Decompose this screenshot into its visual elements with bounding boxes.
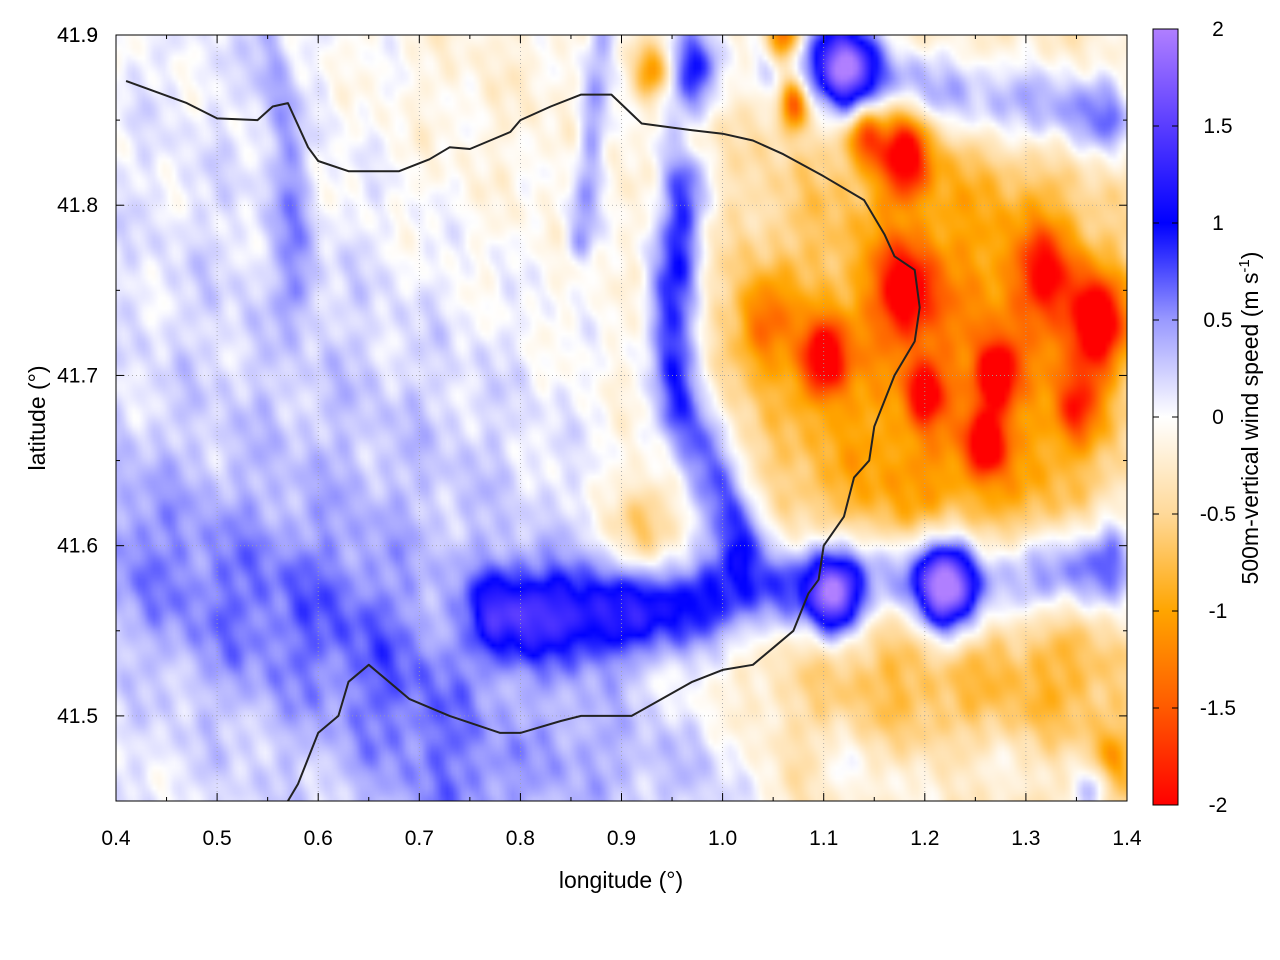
colorbar-tick-label: -1 xyxy=(1209,600,1228,623)
colorbar-title-close: ) xyxy=(1237,252,1263,260)
colorbar-tick-label: -0.5 xyxy=(1200,503,1236,526)
y-tick-label: 41.6 xyxy=(57,535,98,558)
colorbar-tick-label: 0 xyxy=(1212,406,1224,429)
colorbar: 2 1.5 1 0.5 0 -0.5 -1 -1.5 -2 500m-vertical wind… xyxy=(1152,18,1263,817)
x-tick-label: 0.7 xyxy=(405,827,434,850)
contour-line xyxy=(125,80,921,801)
x-tick-label: 1.3 xyxy=(1011,827,1040,850)
y-axis-title: latitude (°) xyxy=(24,365,50,470)
colorbar-ticks: 2 1.5 1 0.5 0 -0.5 -1 -1.5 -2 xyxy=(1153,18,1236,817)
x-tick-labels: 0.4 0.5 0.6 0.7 0.8 0.9 1.0 1.1 1.2 1.3 1.4 xyxy=(101,827,1142,850)
y-tick-label: 41.9 xyxy=(57,24,98,47)
y-tick-label: 41.7 xyxy=(57,364,98,387)
y-tick-label: 41.9 xyxy=(57,24,98,47)
colorbar-title-main: 500m-vertical wind speed (m s xyxy=(1237,273,1263,585)
colorbar-tick-label: 0.5 xyxy=(1203,309,1232,332)
y-tick-labels: 41.541.641.741.841.941.9 xyxy=(57,24,98,728)
colorbar-title: 500m-vertical wind speed (m s-1) xyxy=(1236,252,1263,585)
x-tick-label: 0.4 xyxy=(101,827,131,850)
heatmap-raster xyxy=(116,35,1127,801)
colorbar-tick-label: -1.5 xyxy=(1200,697,1236,720)
colorbar-tick-label: 2 xyxy=(1212,18,1224,41)
x-tick-label: 1.2 xyxy=(910,827,939,850)
x-axis-title: longitude (°) xyxy=(559,867,683,893)
x-tick-label: 0.9 xyxy=(607,827,636,850)
x-tick-label: 1.0 xyxy=(708,827,737,850)
colorbar-tick-label: 1 xyxy=(1212,212,1224,235)
y-tick-label: 41.5 xyxy=(57,705,98,728)
axis-ticks xyxy=(115,34,1128,801)
x-tick-label: 0.6 xyxy=(304,827,333,850)
grid-lines xyxy=(116,35,1127,801)
x-tick-label: 0.8 xyxy=(506,827,535,850)
x-tick-label: 1.1 xyxy=(809,827,838,850)
x-tick-label: 1.4 xyxy=(1112,827,1142,850)
colorbar-tick-label: 1.5 xyxy=(1203,115,1232,138)
x-tick-label: 0.5 xyxy=(202,827,231,850)
terrain-contours xyxy=(125,80,921,801)
colorbar-tick-label: -2 xyxy=(1209,794,1228,817)
colorbar-title-sup: -1 xyxy=(1236,259,1253,272)
plot-area xyxy=(115,34,1128,802)
y-tick-label: 41.8 xyxy=(57,194,98,217)
